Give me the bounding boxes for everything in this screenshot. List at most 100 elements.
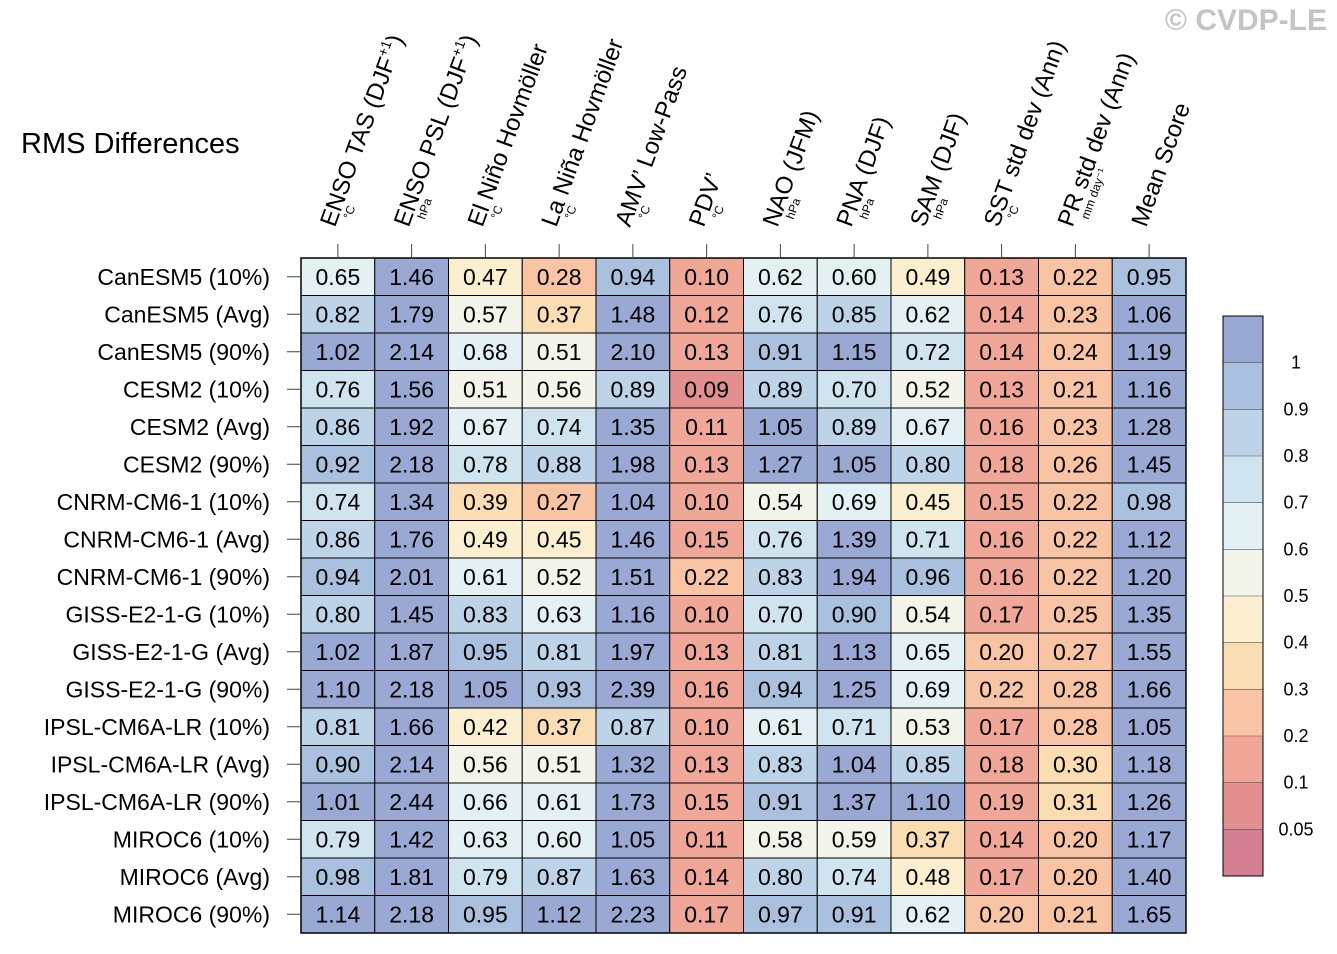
- cell-value: 1.27: [758, 451, 803, 477]
- row-label: CESM2 (Avg): [130, 414, 270, 440]
- heatmap-cell: [743, 257, 818, 296]
- cell-value: 1.37: [832, 789, 877, 815]
- heatmap-cell: [1038, 595, 1113, 634]
- heatmap-cell: [374, 595, 449, 634]
- row-label: GISS-E2-1-G (90%): [66, 676, 271, 702]
- cell-value: 1.02: [315, 339, 360, 365]
- cell-value: 0.59: [832, 826, 877, 852]
- column-label: ENSO TAS (DJF+1): [313, 31, 409, 231]
- colorbar-swatch: [1223, 549, 1263, 596]
- heatmap-cell: [374, 445, 449, 484]
- heatmap-cell: [1038, 370, 1113, 409]
- heatmap-cell: [374, 407, 449, 446]
- cell-value: 0.26: [1053, 451, 1098, 477]
- cell-value: 1.16: [610, 601, 655, 627]
- cell-value: 0.13: [684, 451, 729, 477]
- heatmap-cell: [374, 820, 449, 859]
- heatmap-cell: [521, 707, 597, 746]
- cell-value: 0.23: [1053, 301, 1098, 327]
- cell-value: 0.76: [315, 376, 360, 402]
- heatmap-cell: [964, 520, 1039, 559]
- heatmap-cell: [816, 445, 892, 484]
- heatmap-cell: [374, 707, 449, 746]
- column-label: AMV’ Low-Pass: [610, 62, 693, 230]
- heatmap-cell: [743, 482, 818, 521]
- cell-value: 1.55: [1127, 639, 1172, 665]
- row-label: IPSL-CM6A-LR (10%): [44, 714, 270, 740]
- colorbar-swatch: [1223, 596, 1263, 643]
- column-unit: °C: [636, 203, 654, 221]
- heatmap-cell: [595, 782, 671, 821]
- cell-value: 0.51: [537, 751, 582, 777]
- heatmap-cell: [816, 257, 892, 296]
- cell-value: 0.62: [758, 264, 803, 290]
- row-label: CESM2 (10%): [123, 376, 270, 402]
- cell-value: 0.91: [832, 901, 877, 927]
- cell-value: 0.58: [758, 826, 803, 852]
- cell-value: 1.92: [389, 414, 434, 440]
- cell-value: 0.23: [1053, 414, 1098, 440]
- cell-value: 0.53: [905, 714, 950, 740]
- cell-value: 0.67: [463, 414, 508, 440]
- cell-value: 0.80: [315, 601, 360, 627]
- cell-value: 1.79: [389, 301, 434, 327]
- column-label: Mean Score: [1126, 99, 1196, 230]
- colorbar-tick-label: 0.2: [1283, 726, 1308, 746]
- colorbar-swatch: [1223, 502, 1263, 550]
- cell-value: 0.14: [684, 864, 729, 890]
- cell-value: 0.76: [758, 301, 803, 327]
- cell-value: 1.14: [315, 901, 360, 927]
- cell-value: 0.17: [979, 714, 1024, 740]
- heatmap-cell: [964, 257, 1039, 296]
- heatmap-cell: [743, 632, 818, 671]
- cell-value: 1.19: [1127, 339, 1172, 365]
- cell-value: 1.05: [758, 414, 803, 440]
- cell-value: 0.24: [1053, 339, 1098, 365]
- cell-value: 0.60: [832, 264, 877, 290]
- heatmap-cell: [743, 820, 818, 859]
- heatmap-cell: [964, 407, 1039, 446]
- cell-value: 1.10: [905, 789, 950, 815]
- heatmap-cell: [448, 745, 523, 784]
- heatmap-cell: [448, 557, 523, 596]
- cell-value: 0.28: [1053, 714, 1098, 740]
- heatmap-cell: [1038, 820, 1113, 859]
- heatmap-cell: [374, 895, 449, 934]
- cell-value: 0.20: [979, 901, 1024, 927]
- heatmap-cell: [669, 295, 744, 334]
- cell-value: 1.02: [315, 639, 360, 665]
- cell-value: 0.56: [537, 376, 582, 402]
- heatmap-cell: [669, 670, 744, 709]
- cell-value: 1.56: [389, 376, 434, 402]
- heatmap-cell: [669, 407, 744, 446]
- cell-value: 1.05: [610, 826, 655, 852]
- heatmap-cell: [300, 745, 376, 784]
- heatmap-cell: [300, 407, 376, 446]
- cell-value: 0.37: [537, 301, 582, 327]
- cell-value: 1.42: [389, 826, 434, 852]
- cell-value: 0.52: [905, 376, 950, 402]
- row-label: GISS-E2-1-G (Avg): [72, 639, 270, 665]
- cell-value: 1.66: [1127, 676, 1172, 702]
- column-unit: °C: [341, 203, 359, 221]
- row-label: CNRM-CM6-1 (Avg): [63, 526, 270, 552]
- cell-value: 0.69: [832, 489, 877, 515]
- heatmap-cell: [521, 595, 597, 634]
- heatmap-cell: [1111, 632, 1187, 671]
- row-label: MIROC6 (Avg): [120, 864, 270, 890]
- cell-value: 1.05: [463, 676, 508, 702]
- colorbar-tick-label: 1: [1291, 353, 1301, 373]
- row-labels: CanESM5 (10%) CanESM5 (Avg) CanESM5 (90%) C…: [44, 264, 301, 927]
- column-unit: °C: [488, 203, 506, 221]
- colorbar-tick-label: 0.6: [1283, 539, 1308, 559]
- cell-value: 0.82: [315, 301, 360, 327]
- cell-value: 0.20: [1053, 864, 1098, 890]
- heatmap-cell: [1038, 295, 1113, 334]
- cell-value: 0.62: [905, 301, 950, 327]
- cell-value: 1.94: [832, 564, 877, 590]
- cell-value: 0.30: [1053, 751, 1098, 777]
- cell-value: 1.25: [832, 676, 877, 702]
- heatmap-cell: [595, 370, 671, 409]
- cell-value: 1.40: [1127, 864, 1172, 890]
- heatmap-cell: [964, 557, 1039, 596]
